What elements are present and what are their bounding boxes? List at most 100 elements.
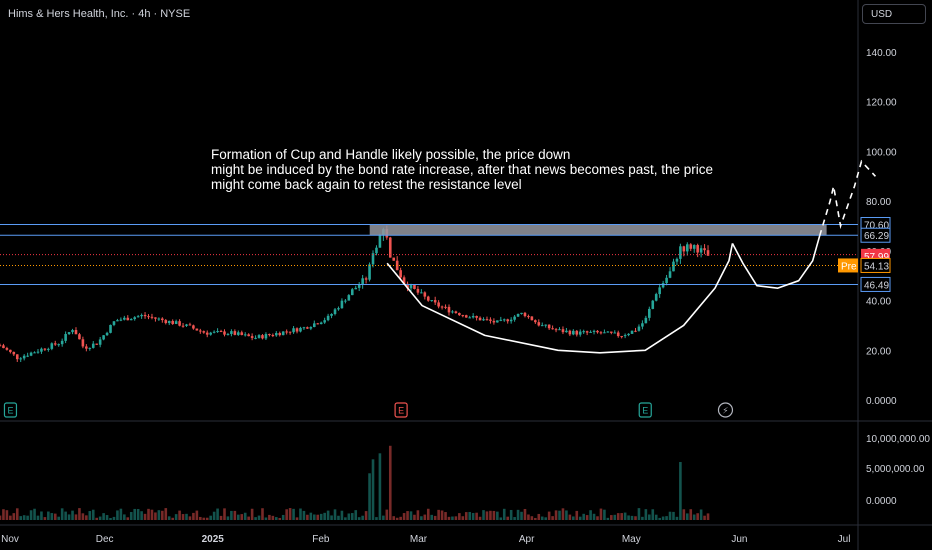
volume-bar xyxy=(509,509,513,520)
volume-bar xyxy=(240,514,244,520)
price-tick-label: 20.00 xyxy=(866,346,891,357)
candle-body xyxy=(637,326,641,331)
volume-bar xyxy=(216,508,219,520)
volume-bar xyxy=(575,510,579,520)
candle-body xyxy=(599,332,603,334)
volume-bar xyxy=(109,517,112,520)
volume-bar xyxy=(326,510,330,520)
candle-body xyxy=(544,324,547,326)
volume-bar xyxy=(53,513,57,520)
candle-body xyxy=(333,309,337,314)
candle-body xyxy=(572,330,575,335)
price-label-text: 46.49 xyxy=(864,280,889,291)
volume-bar xyxy=(333,509,337,520)
candle-body xyxy=(585,331,589,333)
earnings-event-icon[interactable]: E xyxy=(394,402,408,418)
volume-bar xyxy=(292,508,295,520)
candle-body xyxy=(98,339,102,345)
candle-body xyxy=(420,292,423,294)
candle-body xyxy=(261,335,264,339)
time-tick-label: Dec xyxy=(96,534,114,545)
candle-body xyxy=(413,284,416,289)
volume-bar xyxy=(344,517,347,520)
volume-bar xyxy=(140,511,143,520)
candle-body xyxy=(126,317,130,321)
volume-bar xyxy=(306,514,309,520)
candle-body xyxy=(344,300,347,302)
candle-body xyxy=(468,317,472,319)
volume-bar xyxy=(230,510,233,520)
event-box xyxy=(394,402,408,418)
candle-body xyxy=(178,321,181,326)
candle-body xyxy=(523,312,527,317)
earnings-event-icon[interactable]: E xyxy=(3,402,18,418)
time-tick-label: May xyxy=(622,534,641,545)
volume-bar xyxy=(554,510,558,520)
volume-bar xyxy=(616,513,620,520)
volume-bar xyxy=(475,512,478,520)
time-tick-label: Jul xyxy=(838,534,851,545)
volume-bar xyxy=(105,515,109,520)
price-label-text: 57.99 xyxy=(864,252,889,263)
volume-bar xyxy=(382,515,385,520)
volume-bar xyxy=(285,509,288,520)
candle-body xyxy=(323,320,326,323)
candle-body xyxy=(216,331,219,333)
volume-bar xyxy=(458,513,461,520)
volume-bar xyxy=(43,517,47,520)
candle-body xyxy=(171,320,174,324)
candle-body xyxy=(534,320,537,323)
volume-bar xyxy=(36,515,40,520)
price-label-box xyxy=(860,227,891,243)
candle-body xyxy=(233,331,237,335)
candle-body xyxy=(606,331,610,333)
candle-body xyxy=(60,340,64,345)
volume-bar xyxy=(499,517,503,520)
earnings-event-icon[interactable]: E xyxy=(638,402,652,418)
volume-bar xyxy=(364,511,368,520)
volume-bar xyxy=(243,512,247,520)
symbol-title[interactable]: Hims & Hers Health, Inc. · 4h · NYSE xyxy=(8,8,191,20)
candle-body xyxy=(71,330,74,333)
candle-body xyxy=(102,335,105,340)
candle-body xyxy=(513,316,516,320)
candle-body xyxy=(496,320,499,323)
candle-body xyxy=(630,330,634,334)
volume-bar xyxy=(271,515,275,520)
candle-body xyxy=(451,311,454,313)
chart-annotation-text: Formation of Cup and Handle likely possi… xyxy=(211,147,714,192)
volume-bar xyxy=(112,516,116,520)
candle-body xyxy=(516,313,520,317)
candle-body xyxy=(623,335,627,337)
volume-bar xyxy=(627,515,630,520)
currency-button[interactable]: USD xyxy=(862,4,926,24)
candle-body xyxy=(426,296,430,301)
price-tick-label: 140.00 xyxy=(866,48,897,59)
candle-body xyxy=(140,314,143,317)
candle-body xyxy=(292,328,295,333)
candle-body xyxy=(395,260,399,271)
candle-body xyxy=(185,324,188,326)
event-markers[interactable]: E E E ⚡ xyxy=(3,402,734,418)
candle-body xyxy=(0,345,2,347)
volume-bar xyxy=(261,508,264,520)
candle-body xyxy=(74,330,78,335)
volume-bar xyxy=(409,511,413,520)
volume-bar xyxy=(478,516,482,520)
split-event-icon[interactable]: ⚡ xyxy=(717,402,734,418)
volume-bar xyxy=(388,445,392,520)
price-label-text: 54.13 xyxy=(864,261,889,272)
volume-bar xyxy=(33,508,36,520)
candle-body xyxy=(675,258,679,262)
candle-body xyxy=(275,333,278,336)
volume-bar xyxy=(530,516,534,520)
volume-bar xyxy=(699,509,703,520)
volume-bar xyxy=(126,517,130,520)
volume-bar xyxy=(2,509,5,520)
candle-body xyxy=(489,319,492,321)
volume-bar xyxy=(648,514,651,520)
candle-body xyxy=(357,284,361,288)
candle-body xyxy=(520,312,523,314)
volume-bar xyxy=(212,511,216,520)
